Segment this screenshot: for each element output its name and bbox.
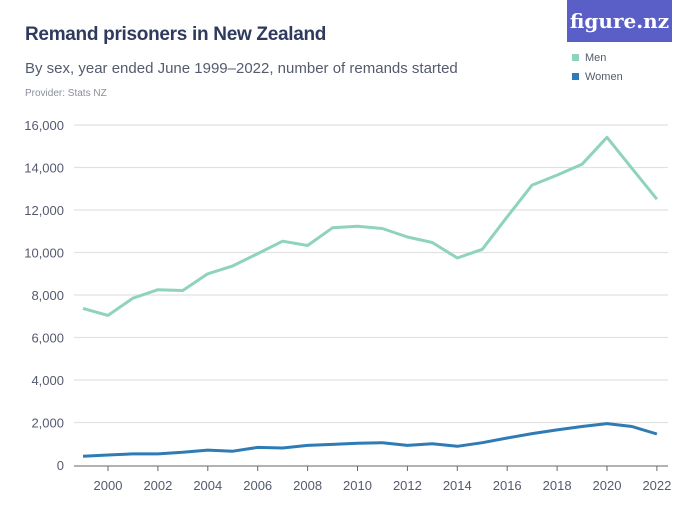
y-tick-label: 4,000 xyxy=(31,373,64,388)
x-tick-label: 2018 xyxy=(543,478,572,493)
legend-swatch-men xyxy=(572,54,579,61)
x-tick-label: 2014 xyxy=(443,478,472,493)
legend-item-men: Men xyxy=(572,48,623,67)
y-tick-label: 14,000 xyxy=(24,161,64,176)
y-tick-label: 12,000 xyxy=(24,203,64,218)
x-tick-label: 2020 xyxy=(593,478,622,493)
x-tick-label: 2004 xyxy=(193,478,222,493)
x-tick-label: 2006 xyxy=(243,478,272,493)
legend-item-women: Women xyxy=(572,67,623,86)
x-tick-label: 2016 xyxy=(493,478,522,493)
chart-title: Remand prisoners in New Zealand xyxy=(25,24,327,45)
x-tick-label: 2012 xyxy=(393,478,422,493)
x-tick-label: 2010 xyxy=(343,478,372,493)
x-tick-label: 2022 xyxy=(642,478,671,493)
y-tick-label: 8,000 xyxy=(31,288,64,303)
legend-swatch-women xyxy=(572,73,579,80)
y-tick-label: 0 xyxy=(57,458,64,473)
x-tick-label: 2000 xyxy=(94,478,123,493)
chart-subtitle: By sex, year ended June 1999–2022, numbe… xyxy=(25,60,458,77)
legend-label-women: Women xyxy=(585,70,623,83)
legend-label-men: Men xyxy=(585,51,607,64)
legend: Men Women xyxy=(572,48,623,86)
x-tick-label: 2008 xyxy=(293,478,322,493)
x-tick-label: 2002 xyxy=(143,478,172,493)
y-tick-label: 10,000 xyxy=(24,246,64,261)
series-line-men xyxy=(82,135,659,317)
provider-label: Provider: Stats NZ xyxy=(25,88,107,99)
series-line-women xyxy=(82,422,658,458)
y-tick-label: 2,000 xyxy=(31,416,64,431)
y-tick-label: 6,000 xyxy=(31,331,64,346)
y-tick-label: 16,000 xyxy=(24,118,64,133)
figure-nz-logo[interactable]: figure.nz xyxy=(567,0,672,42)
